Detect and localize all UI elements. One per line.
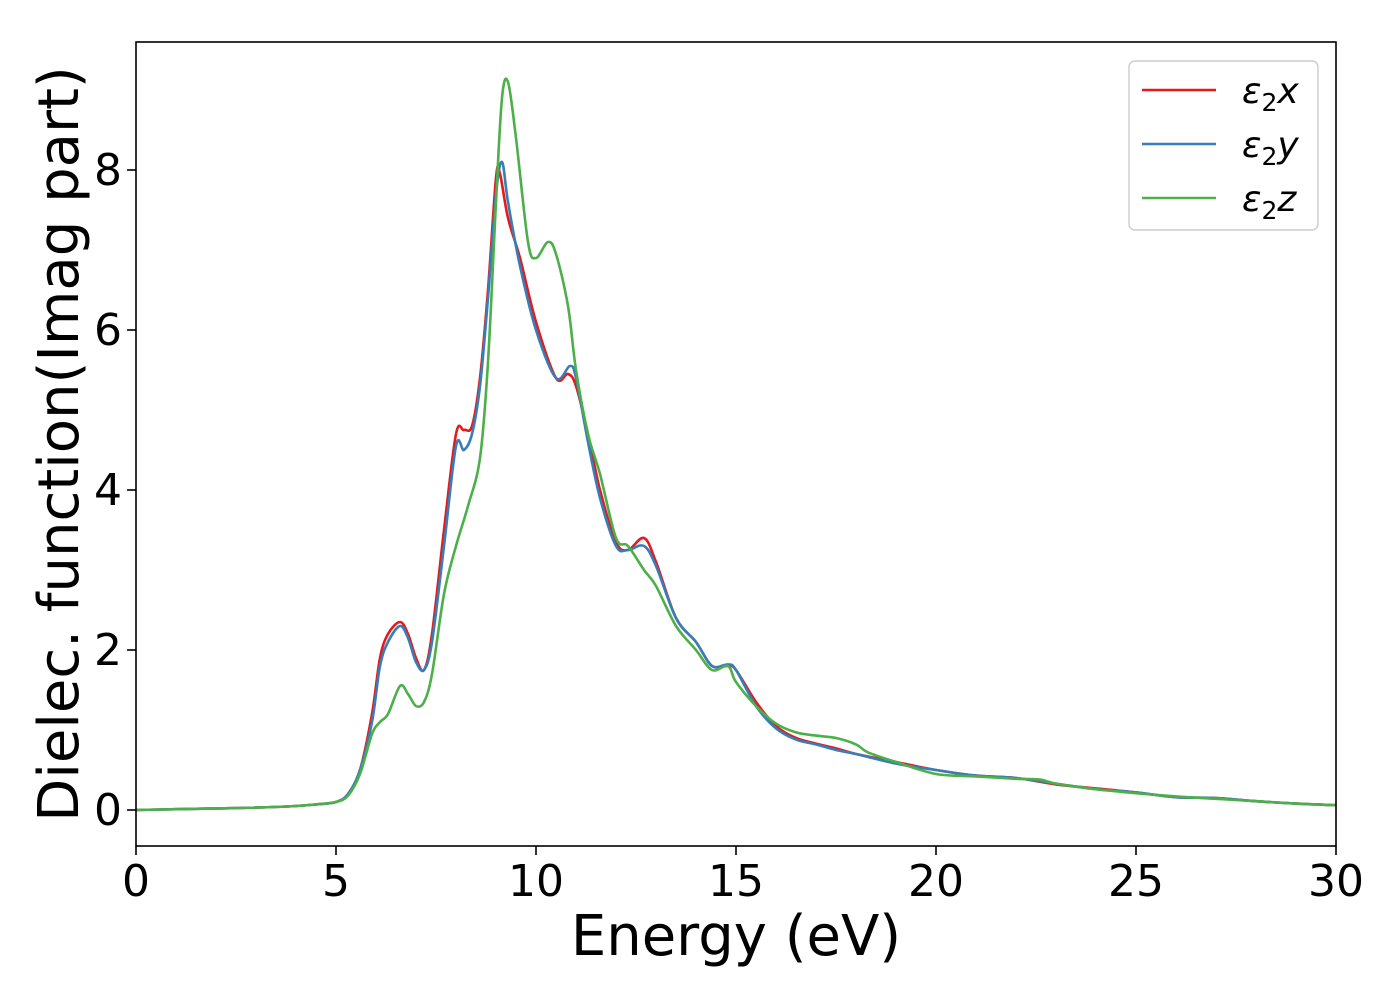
y-axis-title: Dielec. function(Imag part) <box>27 66 92 822</box>
legend-box <box>1128 60 1319 231</box>
x-axis-ticks: 0 5 10 15 20 25 30 <box>122 846 1364 907</box>
legend-label: ε2z <box>1242 179 1297 225</box>
legend: ε2x ε2y ε2z <box>1128 60 1319 231</box>
y-tick-label: 2 <box>94 625 122 676</box>
x-tick-label: 5 <box>322 856 350 907</box>
x-tick-label: 20 <box>908 856 964 907</box>
x-axis-title: Energy (eV) <box>571 904 901 969</box>
x-tick-label: 10 <box>508 856 564 907</box>
y-tick-label: 0 <box>94 785 122 836</box>
x-tick-label: 25 <box>1108 856 1164 907</box>
series-line-2 <box>135 77 1337 812</box>
series-line-0 <box>135 164 1337 812</box>
legend-label: ε2x <box>1242 71 1299 117</box>
y-tick-label: 8 <box>94 145 122 196</box>
y-tick-label: 6 <box>94 305 122 356</box>
series-line-1 <box>135 160 1337 812</box>
y-tick-label: 4 <box>94 465 122 516</box>
series-lines <box>135 77 1337 812</box>
y-axis-ticks: 0 2 4 6 8 <box>94 145 136 836</box>
x-tick-label: 15 <box>708 856 764 907</box>
x-tick-label: 0 <box>122 856 150 907</box>
x-tick-label: 30 <box>1308 856 1364 907</box>
legend-label: ε2y <box>1242 125 1299 171</box>
